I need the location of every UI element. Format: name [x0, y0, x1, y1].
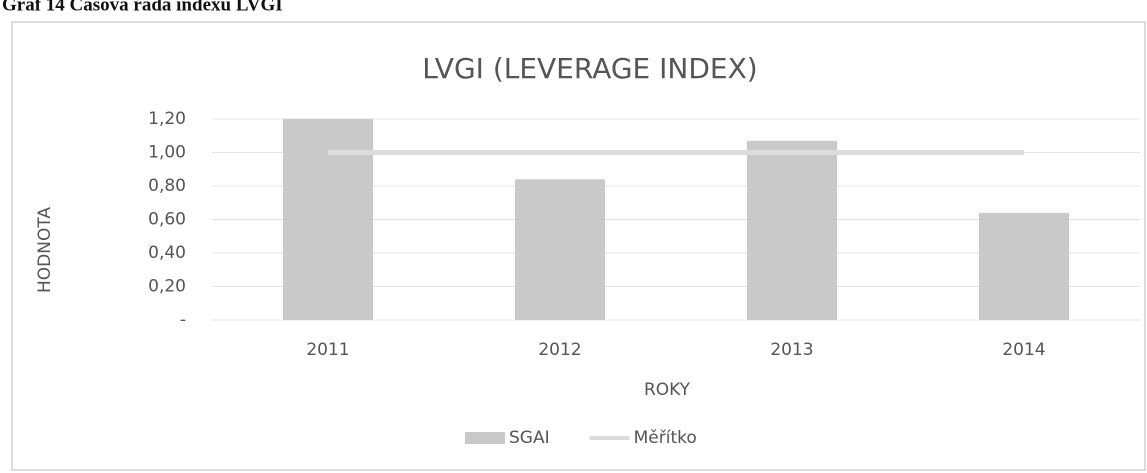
legend-label: Měřítko	[634, 428, 697, 448]
bar	[979, 212, 1069, 320]
y-axis-label: HODNOTA	[35, 207, 55, 293]
y-tick-label: 1,20	[148, 109, 186, 129]
bar	[283, 119, 373, 320]
y-tick-label: 0,40	[148, 243, 186, 263]
x-tick-label: 2014	[1002, 340, 1045, 360]
caption: Graf 14 Časová řada indexu LVGI	[2, 0, 283, 15]
y-tick-label: 0,80	[148, 176, 186, 196]
y-tick-label: -	[180, 310, 186, 330]
y-tick-label: 0,20	[148, 277, 186, 297]
chart-title: LVGI (LEVERAGE INDEX)	[422, 52, 757, 85]
x-tick-label: 2013	[770, 340, 813, 360]
x-tick-label: 2011	[306, 340, 349, 360]
bar	[747, 140, 837, 320]
x-tick-label: 2012	[538, 340, 581, 360]
legend-label: SGAI	[509, 428, 550, 448]
x-axis-label: ROKY	[644, 380, 691, 400]
y-tick-label: 0,60	[148, 210, 186, 230]
chart-frame	[11, 21, 1146, 471]
y-tick-label: 1,00	[148, 143, 186, 163]
legend-swatch	[465, 432, 505, 444]
bar	[515, 179, 605, 320]
